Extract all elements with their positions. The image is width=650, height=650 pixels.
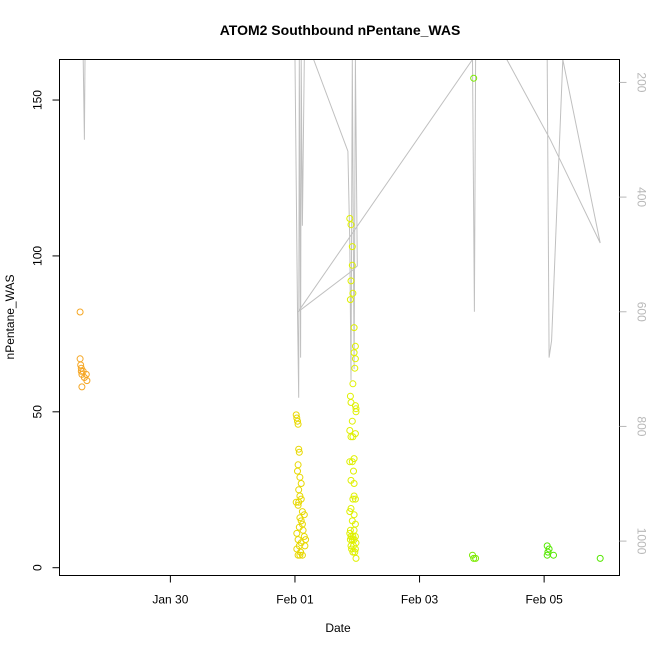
data-point [346,392,354,400]
y-tick-label: 150 [31,90,45,110]
data-point [296,473,304,481]
data-point [352,408,360,416]
data-point [351,364,359,372]
data-point [299,526,307,534]
data-point [295,445,303,453]
data-point [76,308,84,316]
data-point [346,427,354,434]
data-point [350,526,358,534]
data-point [292,411,300,419]
data-point [348,261,356,269]
data-point [348,417,356,425]
data-point [352,405,360,413]
data-point [545,545,553,553]
data-point [351,548,359,556]
y2-tick-label: 400 [635,187,649,207]
y-tick-label: 50 [31,405,45,419]
data-point [295,448,303,456]
x-tick-label: Jan 30 [152,593,188,607]
data-point [351,495,359,503]
data-point [300,533,308,540]
data-point [294,461,302,469]
data-point [470,554,478,562]
data-point [293,529,301,537]
data-point [301,542,309,550]
data-point [77,367,85,375]
x-tick-label: Feb 03 [401,593,439,607]
secondary-y-axis: 200 400 600 800 1000 [619,72,649,555]
data-point [298,551,306,559]
data-point [347,505,355,512]
y-axis-label: nPentane_WAS [3,275,17,360]
x-tick-label: Feb 01 [276,593,314,607]
data-point [348,243,356,251]
data-point [297,517,305,525]
y2-tick-label: 800 [635,416,649,436]
data-point [470,74,478,82]
x-tick-label: Feb 05 [525,593,563,607]
data-point [350,480,358,487]
data-point [351,342,359,350]
data-point [296,551,304,559]
data-point [349,380,357,388]
data-point [296,514,304,522]
data-point [350,467,357,475]
data-point [76,355,84,363]
data-point [347,221,355,229]
data-point [294,420,302,428]
data-point [347,277,355,285]
data-point [596,554,604,562]
secondary-line-series [82,59,601,398]
plot-frame [59,59,620,576]
data-point [297,480,305,487]
data-point [352,554,360,562]
data-point [544,548,552,556]
y-axis: 0 50 100 150 [31,90,60,571]
y-tick-label: 100 [31,246,45,266]
x-axis: Jan 30 Feb 01 Feb 03 Feb 05 [152,575,563,607]
data-point [349,495,357,503]
data-point [350,511,358,519]
data-point [78,383,86,391]
data-point [293,414,301,422]
data-point [348,458,356,466]
data-point [349,289,357,297]
chart-title: ATOM2 Southbound nPentane_WAS [220,22,461,38]
data-point [351,355,359,363]
data-point [346,458,354,466]
data-point [347,433,355,441]
y-tick-label: 0 [31,564,45,571]
data-point [350,324,358,332]
y2-tick-label: 200 [635,72,649,92]
data-point [350,492,358,500]
data-point [83,377,91,385]
data-point [295,498,303,506]
data-point [294,501,302,509]
data-point [550,551,557,559]
data-point [295,486,303,494]
data-point [346,296,354,304]
data-point [294,467,301,475]
plot-content [76,59,604,562]
data-point [349,548,357,556]
x-axis-label: Date [325,621,351,635]
data-point [294,417,301,425]
y2-tick-label: 1000 [635,528,649,555]
data-point [472,554,480,562]
y2-tick-label: 600 [635,302,649,322]
